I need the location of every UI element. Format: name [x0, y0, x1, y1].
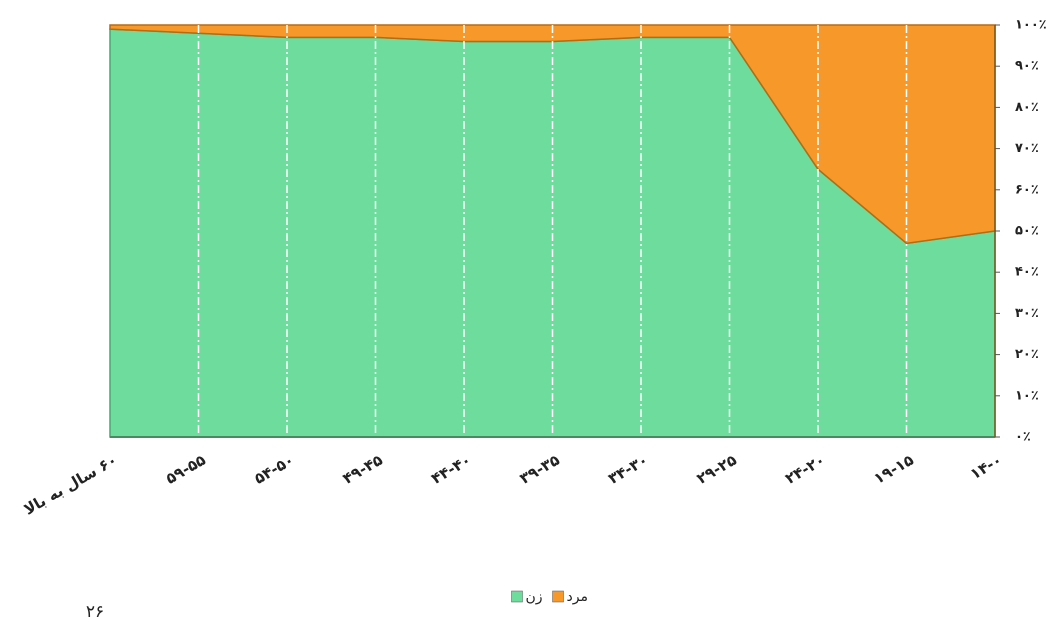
- x-tick-label: ۱۹-۱۵: [871, 451, 917, 488]
- page-number: ۲۶: [86, 602, 104, 622]
- area: [109, 24, 996, 245]
- y-tick-label: ۱۰۰٪: [1015, 18, 1047, 33]
- y-tick-label: ۷۰٪: [1015, 141, 1039, 156]
- legend-label: زن: [525, 589, 542, 605]
- x-tick-label: ۶۰ سال به بالا: [21, 451, 121, 519]
- x-tick-label: ۱۴-۰: [967, 451, 1005, 483]
- y-tick-label: ۶۰٪: [1015, 182, 1039, 197]
- y-tick-label: ۹۰٪: [1015, 59, 1039, 74]
- x-tick-label: ۳۴-۳۰: [605, 451, 651, 488]
- legend-swatch: [511, 590, 523, 603]
- x-tick-label: ۵۹-۵۵: [163, 451, 209, 488]
- legend-swatch: [552, 590, 564, 603]
- y-tick-label: ۴۰٪: [1015, 265, 1039, 280]
- legend-label: مرد: [567, 589, 588, 605]
- x-tick-label: ۲۴-۲۰: [782, 451, 828, 488]
- x-tick-label: ۵۴-۵۰: [251, 451, 297, 488]
- y-tick-label: ۸۰٪: [1015, 100, 1039, 115]
- x-tick-label: ۳۹-۳۵: [517, 451, 563, 488]
- y-tick-label: ۰٪: [1015, 430, 1031, 445]
- y-tick-label: ۳۰٪: [1015, 306, 1039, 321]
- y-tick-label: ۵۰٪: [1015, 224, 1039, 239]
- y-tick-label: ۱۰٪: [1015, 388, 1039, 403]
- x-tick-label: ۴۴-۴۰: [428, 451, 474, 488]
- y-tick-label: ۲۰٪: [1015, 347, 1039, 362]
- x-tick-label: ۲۹-۲۵: [694, 451, 740, 488]
- x-tick-label: ۴۹-۴۵: [340, 451, 386, 488]
